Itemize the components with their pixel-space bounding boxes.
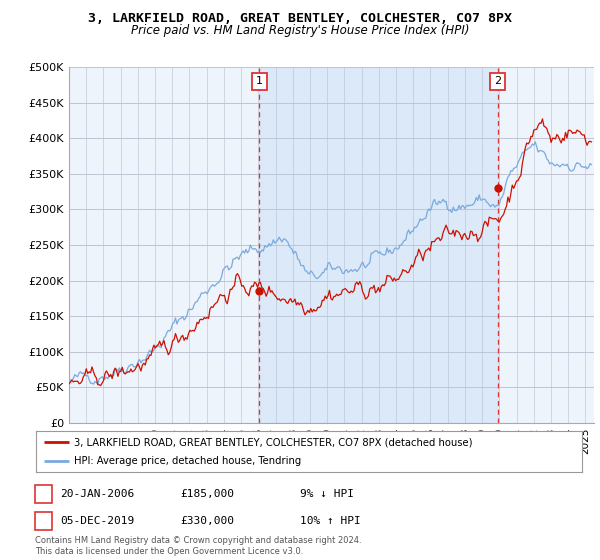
Text: Price paid vs. HM Land Registry's House Price Index (HPI): Price paid vs. HM Land Registry's House … — [131, 24, 469, 37]
Text: 3, LARKFIELD ROAD, GREAT BENTLEY, COLCHESTER, CO7 8PX (detached house): 3, LARKFIELD ROAD, GREAT BENTLEY, COLCHE… — [74, 437, 473, 447]
Text: 9% ↓ HPI: 9% ↓ HPI — [300, 489, 354, 499]
Text: 3, LARKFIELD ROAD, GREAT BENTLEY, COLCHESTER, CO7 8PX: 3, LARKFIELD ROAD, GREAT BENTLEY, COLCHE… — [88, 12, 512, 25]
Text: Contains HM Land Registry data © Crown copyright and database right 2024.
This d: Contains HM Land Registry data © Crown c… — [35, 536, 361, 556]
Text: 2: 2 — [494, 76, 502, 86]
Bar — [259, 67, 498, 423]
Text: 10% ↑ HPI: 10% ↑ HPI — [300, 516, 361, 526]
Text: HPI: Average price, detached house, Tendring: HPI: Average price, detached house, Tend… — [74, 456, 301, 465]
Text: 1: 1 — [256, 76, 263, 86]
Text: 05-DEC-2019: 05-DEC-2019 — [60, 516, 134, 526]
Text: 20-JAN-2006: 20-JAN-2006 — [60, 489, 134, 499]
Text: £330,000: £330,000 — [180, 516, 234, 526]
Text: 1: 1 — [40, 489, 47, 499]
Text: £185,000: £185,000 — [180, 489, 234, 499]
Text: 2: 2 — [40, 516, 47, 526]
